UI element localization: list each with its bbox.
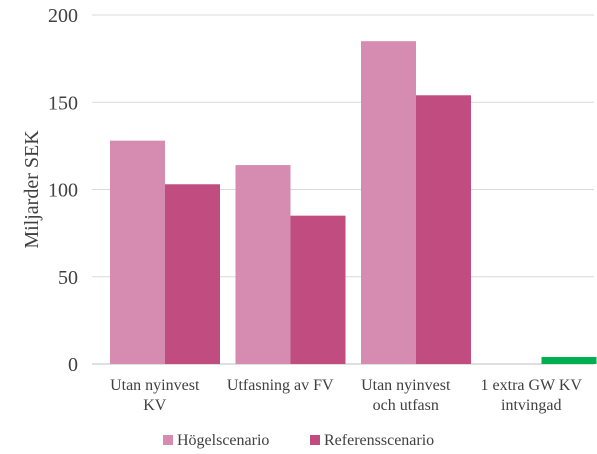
bar bbox=[290, 215, 346, 364]
bar bbox=[165, 184, 220, 364]
x-category-label: Utan nyinvest KV bbox=[110, 377, 200, 414]
highlight-bar bbox=[541, 357, 597, 364]
y-tick-label: 100 bbox=[48, 180, 78, 202]
y-tick-label: 50 bbox=[58, 267, 78, 289]
x-axis-categories: Utan nyinvest KV Utfasning av FV Utan nyinv… bbox=[110, 377, 582, 414]
legend-swatch bbox=[310, 435, 320, 445]
y-tick-label: 200 bbox=[48, 5, 78, 27]
bar bbox=[235, 165, 291, 364]
bar bbox=[361, 41, 416, 365]
bars bbox=[110, 41, 597, 365]
bar bbox=[110, 140, 165, 364]
y-tick-label: 0 bbox=[68, 354, 78, 376]
y-axis-ticks: 0 50 100 150 200 bbox=[48, 5, 78, 376]
y-tick-label: 150 bbox=[48, 92, 78, 114]
bar bbox=[416, 95, 471, 365]
x-category-label: 1 extra GW KV intvingad bbox=[481, 377, 583, 414]
x-category-label: Utfasning av FV bbox=[227, 377, 334, 394]
legend: Högelscenario Referensscenario bbox=[163, 432, 434, 449]
legend-label: Referensscenario bbox=[324, 432, 434, 449]
legend-label: Högelscenario bbox=[177, 432, 269, 449]
legend-swatch bbox=[163, 435, 173, 445]
x-category-label: Utan nyinvest och utfasn bbox=[361, 377, 451, 414]
y-axis-title: Miljarder SEK bbox=[21, 130, 43, 249]
